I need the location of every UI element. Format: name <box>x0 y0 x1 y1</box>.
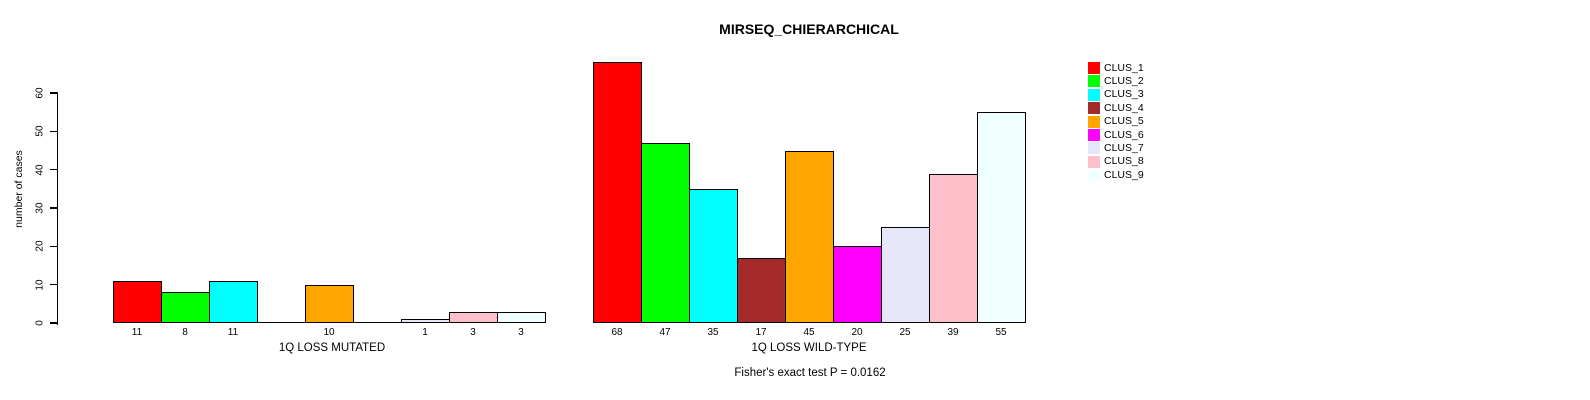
y-tick <box>50 245 58 248</box>
y-tick <box>50 168 58 171</box>
bar-CLUS_5 <box>305 284 354 323</box>
legend-swatch-CLUS_5 <box>1088 115 1100 128</box>
bar-CLUS_3 <box>209 280 258 323</box>
y-tick <box>50 322 58 324</box>
bar-value-label: 20 <box>851 327 863 338</box>
legend-swatch-CLUS_8 <box>1088 155 1100 168</box>
bar-value-label: 11 <box>227 327 239 338</box>
bar-CLUS_5 <box>785 150 834 323</box>
bar-CLUS_9 <box>497 311 546 323</box>
bar-value-label: 17 <box>755 327 767 338</box>
zero-bar-CLUS_4 <box>257 321 306 323</box>
bar-value-label: 3 <box>470 327 476 338</box>
y-tick <box>50 92 58 94</box>
legend-label-CLUS_1: CLUS_1 <box>1104 61 1144 74</box>
bar-value-label: 8 <box>182 327 188 338</box>
legend-label-CLUS_4: CLUS_4 <box>1104 101 1144 114</box>
legend-swatch-CLUS_1 <box>1088 62 1100 74</box>
legend-swatch-CLUS_7 <box>1088 142 1100 155</box>
y-tick <box>50 130 58 133</box>
legend-swatch-CLUS_3 <box>1088 88 1100 101</box>
legend-label-CLUS_5: CLUS_5 <box>1104 115 1144 128</box>
x-axis-label-wildtype: 1Q LOSS WILD-TYPE <box>751 342 867 354</box>
bar-value-label: 11 <box>131 327 143 338</box>
legend-label-CLUS_8: CLUS_8 <box>1104 155 1144 168</box>
legend-swatch-CLUS_4 <box>1088 102 1100 115</box>
zero-bar-CLUS_6 <box>353 321 402 323</box>
bar-CLUS_3 <box>689 188 738 323</box>
bar-value-label: 25 <box>899 327 911 338</box>
bar-value-label: 39 <box>947 327 959 338</box>
fisher-test-note: Fisher's exact test P = 0.0162 <box>734 367 886 379</box>
legend-swatch-CLUS_9 <box>1088 169 1100 182</box>
bar-value-label: 47 <box>659 327 671 338</box>
bar-CLUS_8 <box>929 173 978 323</box>
x-axis-label-mutated: 1Q LOSS MUTATED <box>278 342 386 354</box>
chart-title: MIRSEQ_CHIERARCHICAL <box>719 21 899 37</box>
y-tick <box>50 283 58 286</box>
bar-value-label: 35 <box>707 327 719 338</box>
bar-value-label: 3 <box>518 327 524 338</box>
bar-value-label: 10 <box>323 327 335 338</box>
y-tick <box>50 207 58 209</box>
legend-label-CLUS_9: CLUS_9 <box>1104 168 1144 181</box>
bar-value-label: 1 <box>422 327 428 338</box>
bar-value-label: 68 <box>611 327 623 338</box>
y-axis-line <box>56 93 58 325</box>
legend-swatch-CLUS_6 <box>1088 129 1100 141</box>
legend-label-CLUS_2: CLUS_2 <box>1104 74 1144 87</box>
bar-CLUS_1 <box>113 280 162 323</box>
legend-swatch-CLUS_2 <box>1088 75 1100 88</box>
bar-CLUS_4 <box>737 257 786 323</box>
legend-label-CLUS_6: CLUS_6 <box>1104 128 1144 141</box>
bar-value-label: 55 <box>995 327 1007 338</box>
bar-value-label: 45 <box>803 327 815 338</box>
legend-label-CLUS_7: CLUS_7 <box>1104 141 1144 154</box>
legend-label-CLUS_3: CLUS_3 <box>1104 88 1144 101</box>
bar-CLUS_9 <box>977 112 1026 323</box>
